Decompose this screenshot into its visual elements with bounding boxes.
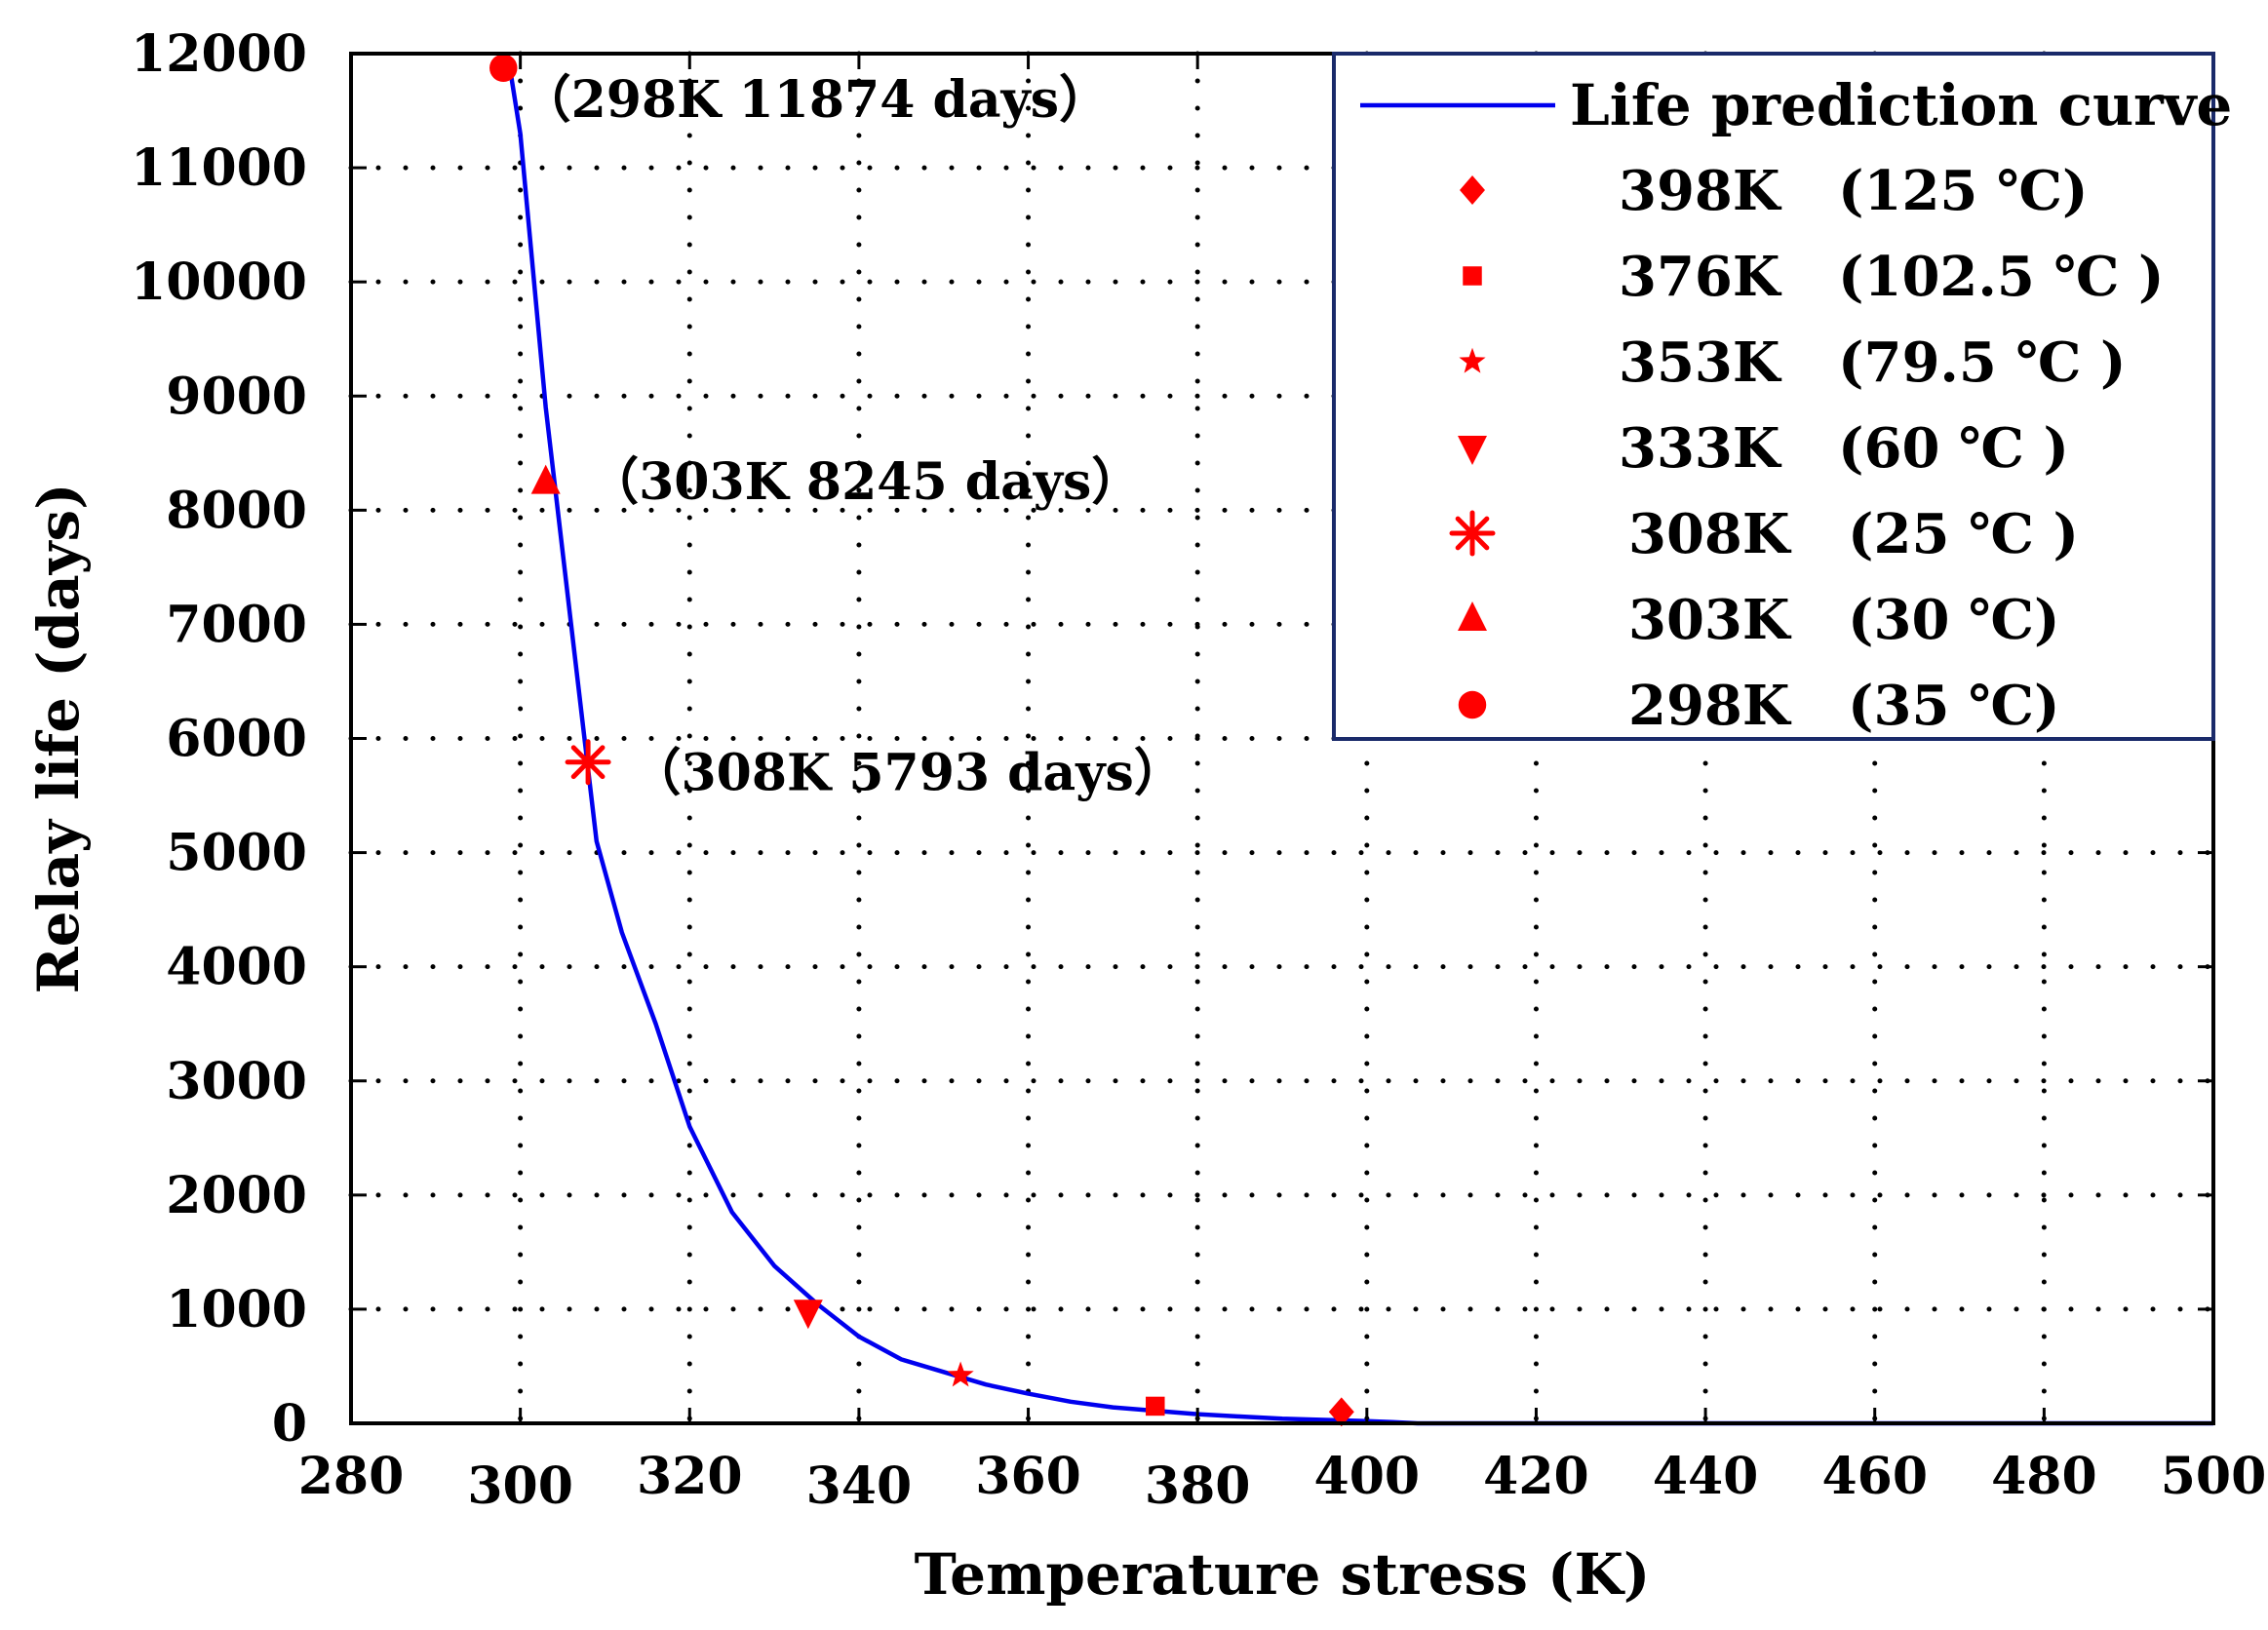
legend-celsius-label: (125 ℃) bbox=[1838, 159, 2088, 223]
y-axis-label: Relay life (days) bbox=[25, 483, 92, 993]
marker-308K bbox=[565, 739, 611, 786]
y-tick-label: 11000 bbox=[131, 138, 307, 198]
annotation-label: （298K 11874 days） bbox=[521, 70, 1110, 130]
legend-kelvin-label: 353K bbox=[1619, 330, 1782, 395]
legend-kelvin-label: 333K bbox=[1619, 416, 1782, 481]
legend-marker-333K bbox=[1458, 436, 1487, 465]
y-tick-label: 1000 bbox=[166, 1280, 307, 1339]
y-tick-label: 7000 bbox=[166, 595, 307, 654]
marker-298K bbox=[489, 54, 518, 83]
x-tick-label: 500 bbox=[2161, 1447, 2267, 1506]
y-tick-label: 2000 bbox=[166, 1166, 307, 1225]
legend-celsius-label: (79.5 ℃ ) bbox=[1838, 330, 2126, 395]
legend-marker-398K bbox=[1460, 175, 1485, 205]
legend-curve-label: Life prediction curve bbox=[1570, 72, 2232, 138]
x-tick-label: 380 bbox=[1145, 1456, 1251, 1516]
x-tick-label: 300 bbox=[467, 1456, 573, 1516]
x-axis-label: Temperature stress (K) bbox=[915, 1541, 1651, 1608]
legend-kelvin-label: 298K bbox=[1628, 674, 1792, 738]
annotations: （298K 11874 days） （303K 8245 days） （308K 5… bbox=[521, 70, 1185, 803]
y-tick-label: 8000 bbox=[166, 481, 307, 540]
annotation-label: （308K 5793 days） bbox=[631, 744, 1185, 803]
x-tick-label: 280 bbox=[298, 1447, 405, 1506]
x-tick-label: 320 bbox=[637, 1447, 743, 1506]
y-tick-label: 4000 bbox=[166, 938, 307, 997]
y-tick-label: 5000 bbox=[166, 824, 307, 883]
legend-marker-308K bbox=[1449, 510, 1496, 557]
legend-kelvin-label: 308K bbox=[1628, 502, 1792, 566]
y-tick-label: 10000 bbox=[131, 252, 307, 312]
marker-333K bbox=[793, 1300, 823, 1330]
marker-303K bbox=[530, 464, 561, 494]
legend-celsius-label: (102.5 ℃ ) bbox=[1838, 245, 2164, 309]
x-tick-label: 440 bbox=[1653, 1447, 1759, 1506]
data-markers bbox=[489, 54, 1354, 1427]
legend-celsius-label: (25 ℃ ) bbox=[1848, 502, 2079, 566]
y-tick-label: 6000 bbox=[166, 710, 307, 769]
legend-kelvin-label: 398K bbox=[1619, 159, 1782, 223]
marker-398K bbox=[1328, 1397, 1354, 1427]
tick-labels: 280 300 320 340 360 380 400 420 440 460 480 5000100… bbox=[131, 24, 2266, 1516]
y-tick-label: 0 bbox=[272, 1394, 307, 1454]
annotation-label: （303K 8245 days） bbox=[588, 452, 1142, 512]
legend-marker-303K bbox=[1458, 602, 1487, 631]
asterisk-stroke bbox=[570, 745, 606, 780]
marker-376K bbox=[1146, 1396, 1165, 1417]
legend-marker-376K bbox=[1463, 266, 1482, 286]
legend-celsius-label: (30 ℃) bbox=[1848, 588, 2060, 652]
x-tick-label: 480 bbox=[1991, 1447, 2097, 1506]
x-tick-label: 400 bbox=[1314, 1447, 1421, 1506]
legend-celsius-label: (35 ℃) bbox=[1848, 674, 2060, 738]
legend-marker-298K bbox=[1458, 690, 1487, 719]
legend-celsius-label: (60 ℃ ) bbox=[1838, 416, 2069, 481]
y-tick-label: 9000 bbox=[166, 367, 307, 426]
legend-kelvin-label: 376K bbox=[1619, 245, 1782, 309]
y-tick-label: 3000 bbox=[166, 1052, 307, 1111]
y-tick-label: 12000 bbox=[131, 24, 307, 84]
legend: Life prediction curve 398K (125 ℃) 376K (102… bbox=[1332, 52, 2232, 741]
marker-353K bbox=[947, 1361, 974, 1387]
x-tick-label: 460 bbox=[1821, 1447, 1928, 1506]
legend-kelvin-label: 303K bbox=[1628, 588, 1792, 652]
asterisk-stroke bbox=[1455, 516, 1490, 551]
x-tick-label: 340 bbox=[806, 1456, 913, 1516]
x-tick-label: 420 bbox=[1483, 1447, 1589, 1506]
x-tick-label: 360 bbox=[975, 1447, 1081, 1506]
legend-marker-353K bbox=[1459, 347, 1486, 373]
